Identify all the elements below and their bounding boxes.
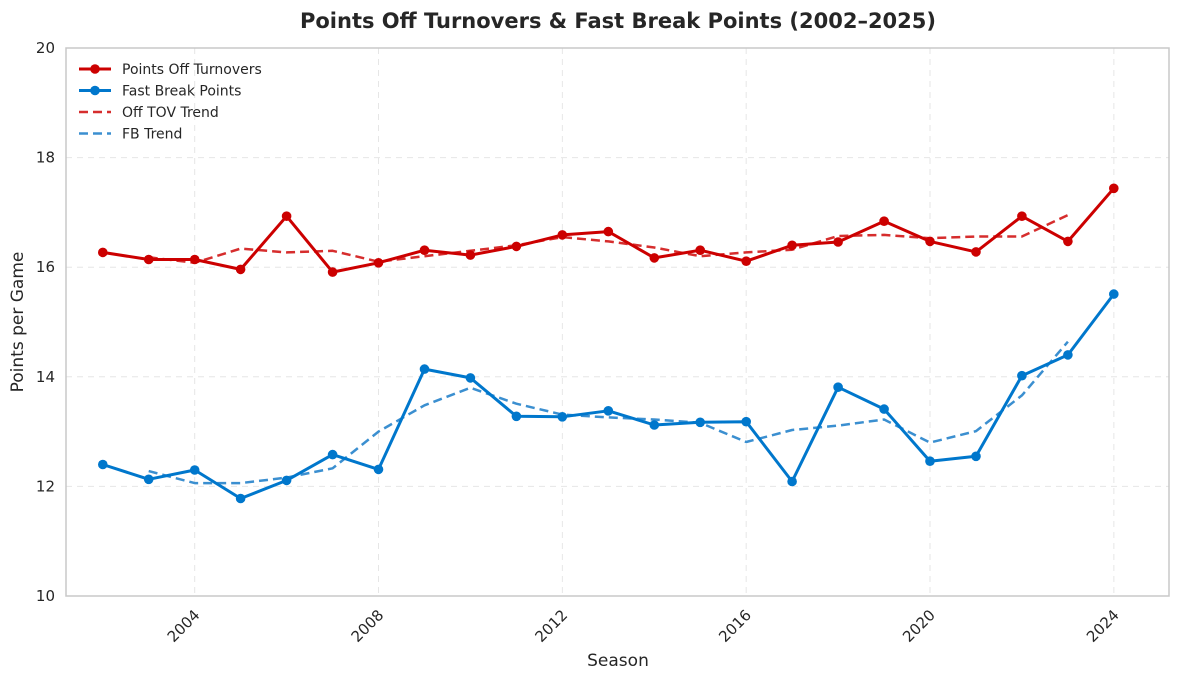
data-point-fast-break-points <box>649 420 660 430</box>
data-point-points-off-turnovers <box>419 245 430 255</box>
data-point-fast-break-points <box>1063 350 1073 360</box>
data-point-points-off-turnovers <box>98 247 108 258</box>
data-point-fast-break-points <box>511 411 522 422</box>
grid <box>66 48 1169 596</box>
data-point-points-off-turnovers <box>511 241 522 252</box>
data-point-points-off-turnovers <box>833 237 843 247</box>
data-point-fast-break-points <box>833 382 843 393</box>
legend-item-fb-trend: FB Trend <box>79 127 182 143</box>
series-line-fast-break-points <box>101 292 1116 500</box>
data-point-fast-break-points <box>1017 370 1027 381</box>
series-line-off-tov-trend <box>148 213 1069 265</box>
y-axis-label: Points per Game <box>8 252 28 393</box>
data-point-points-off-turnovers <box>281 211 292 221</box>
legend-marker <box>90 64 100 74</box>
y-tick-label: 14 <box>36 368 55 386</box>
data-point-fast-break-points <box>143 474 154 485</box>
data-point-points-off-turnovers <box>327 267 338 277</box>
data-point-fast-break-points <box>419 364 430 374</box>
x-tick-label: 2016 <box>715 606 755 646</box>
data-point-points-off-turnovers <box>189 254 200 265</box>
plot-area <box>98 183 1119 504</box>
data-point-points-off-turnovers <box>787 240 797 251</box>
chart-title: Points Off Turnovers & Fast Break Points… <box>300 9 936 33</box>
y-tick-label: 16 <box>36 258 55 276</box>
data-point-fast-break-points <box>925 456 935 467</box>
legend-label: Fast Break Points <box>122 84 241 100</box>
legend-label: Points Off Turnovers <box>122 62 262 78</box>
legend-label: FB Trend <box>122 127 182 143</box>
y-tick-label: 18 <box>36 149 55 167</box>
data-point-fast-break-points <box>465 373 476 383</box>
plot-frame <box>65 47 1170 597</box>
data-point-fast-break-points <box>695 417 705 428</box>
data-point-points-off-turnovers <box>1017 211 1027 221</box>
data-point-points-off-turnovers <box>879 216 889 226</box>
legend-item-points-off-turnovers: Points Off Turnovers <box>79 62 262 78</box>
x-tick-label: 2008 <box>348 606 388 646</box>
legend: Points Off Turnovers Fast Break Points Off… <box>79 62 262 143</box>
data-point-points-off-turnovers <box>1063 236 1073 247</box>
x-tick-label: 2020 <box>899 606 939 646</box>
data-point-points-off-turnovers <box>925 236 935 247</box>
data-point-fast-break-points <box>98 459 108 470</box>
data-point-fast-break-points <box>787 476 797 487</box>
data-point-points-off-turnovers <box>695 245 705 255</box>
data-point-points-off-turnovers <box>649 253 660 263</box>
data-point-fast-break-points <box>373 464 384 475</box>
legend-item-off-tov-trend: Off TOV Trend <box>79 105 219 121</box>
data-point-fast-break-points <box>281 475 292 486</box>
data-point-fast-break-points <box>741 416 751 427</box>
x-tick-label: 2012 <box>531 606 571 646</box>
x-axis-label: Season <box>587 651 649 671</box>
x-tick-label: 2004 <box>164 606 204 646</box>
data-point-points-off-turnovers <box>603 226 614 237</box>
data-point-points-off-turnovers <box>971 247 981 257</box>
data-point-points-off-turnovers <box>465 250 476 260</box>
data-point-fast-break-points <box>879 404 889 414</box>
data-point-fast-break-points <box>235 493 246 504</box>
y-tick-label: 12 <box>36 477 55 495</box>
series-line-fb-trend <box>148 340 1069 485</box>
data-point-points-off-turnovers <box>741 256 751 267</box>
legend-marker <box>90 85 100 96</box>
data-point-points-off-turnovers <box>557 230 568 240</box>
axis-ticks: 2004 2008 2012 2016 2020 2024 10 12 14 16 18 20 <box>36 39 1123 646</box>
data-point-fast-break-points <box>971 451 981 462</box>
legend-item-fast-break-points: Fast Break Points <box>79 84 241 100</box>
data-point-fast-break-points <box>603 406 614 416</box>
data-point-fast-break-points <box>557 412 568 422</box>
data-point-fast-break-points <box>327 449 338 460</box>
data-point-points-off-turnovers <box>143 254 154 265</box>
data-point-fast-break-points <box>1109 289 1119 299</box>
y-tick-label: 10 <box>36 587 55 605</box>
data-point-points-off-turnovers <box>1109 183 1119 194</box>
data-point-points-off-turnovers <box>235 264 246 275</box>
y-tick-label: 20 <box>36 39 55 57</box>
data-point-fast-break-points <box>189 465 200 475</box>
x-tick-label: 2024 <box>1083 606 1123 646</box>
legend-label: Off TOV Trend <box>122 105 219 121</box>
data-point-points-off-turnovers <box>373 258 384 268</box>
